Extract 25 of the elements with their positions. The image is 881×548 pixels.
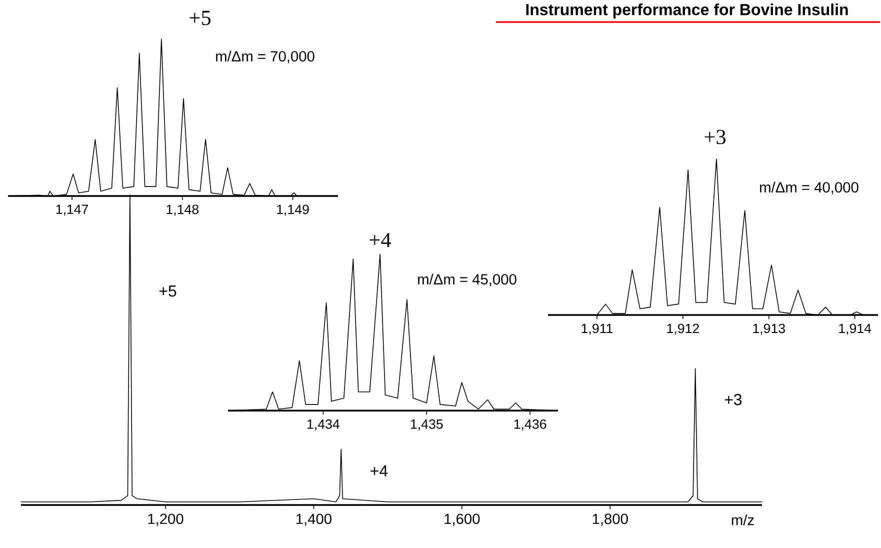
x-tick-label: 1,800 bbox=[592, 514, 628, 526]
x-tick-label: 1,400 bbox=[296, 514, 332, 526]
x-tick-label: 1,434 bbox=[308, 419, 340, 430]
x-tick-label: 1,600 bbox=[444, 514, 480, 526]
x-tick-label: 1,912 bbox=[667, 324, 699, 335]
annotation: +3 bbox=[724, 394, 742, 406]
x-tick-label: 1,200 bbox=[148, 514, 184, 526]
x-tick-label: 1,148 bbox=[166, 204, 198, 216]
chart-title: +4 bbox=[370, 232, 392, 248]
x-axis-title: m/z bbox=[732, 514, 754, 526]
x-tick-label: 1,913 bbox=[753, 324, 785, 335]
annotation: +4 bbox=[370, 465, 388, 476]
annotation: m/Δm = 40,000 bbox=[760, 182, 858, 194]
x-tick-label: 1,436 bbox=[514, 419, 546, 430]
x-tick-label: 1,147 bbox=[56, 204, 88, 216]
chart-title: +5 bbox=[190, 10, 211, 26]
x-tick-label: 1,435 bbox=[410, 419, 443, 430]
x-tick-label: 1,914 bbox=[839, 324, 872, 335]
annotation: m/Δm = 45,000 bbox=[418, 274, 516, 286]
annotation: m/Δm = 70,000 bbox=[216, 50, 314, 64]
chart-title: +3 bbox=[704, 130, 726, 144]
x-tick-label: 1,149 bbox=[277, 204, 309, 216]
x-tick-label: 1,911 bbox=[582, 324, 613, 335]
annotation: +5 bbox=[159, 286, 176, 297]
text: Instrument performance for Bovine Insulin bbox=[526, 4, 848, 18]
